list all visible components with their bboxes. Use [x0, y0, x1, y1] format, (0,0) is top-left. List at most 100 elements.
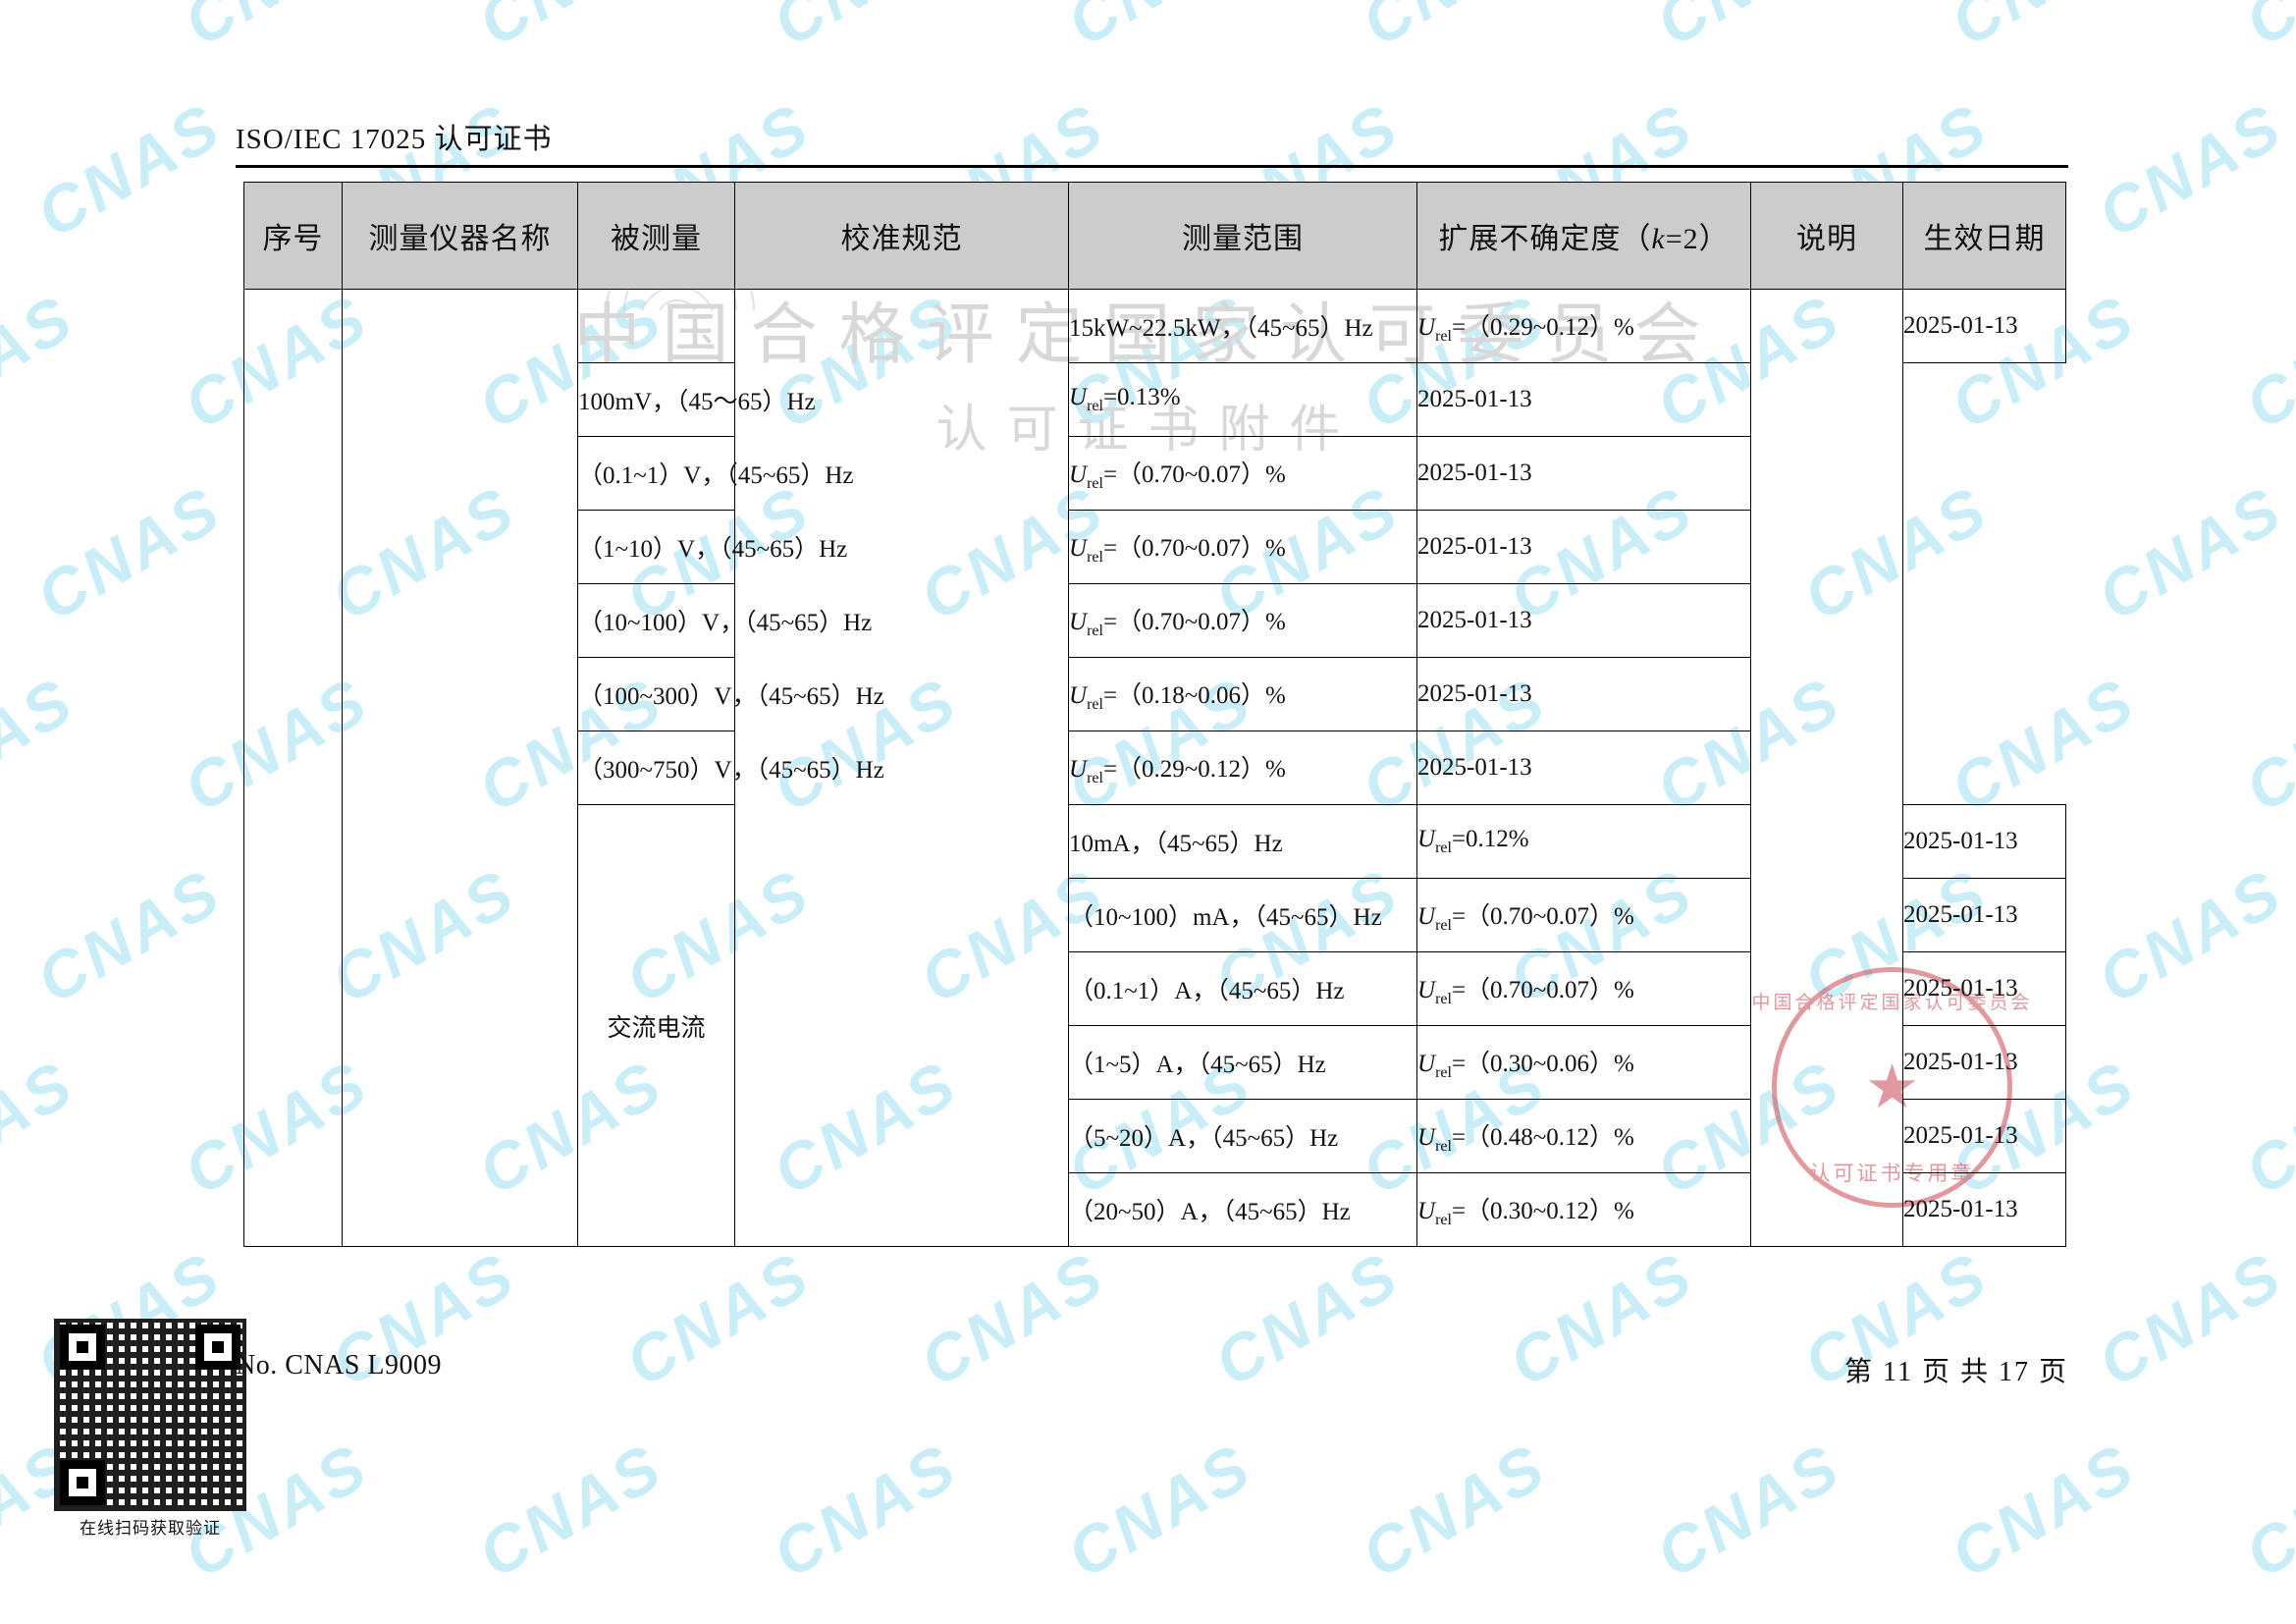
cell-measurement-range: （10~100）V，（45~65）Hz [577, 583, 872, 658]
cell-effective-date: 2025-01-13 [1902, 1025, 2066, 1100]
cell-measurement-range: 10mA，（45~65）Hz [1068, 804, 1417, 879]
uncertainty-label-head: 扩展不确定度（ [1438, 223, 1652, 255]
cell-effective-date: 2025-01-13 [1416, 510, 1751, 584]
cnas-watermark-tile: CNAS [1644, 1429, 1853, 1592]
cnas-watermark-tile: CNAS [2086, 1237, 2295, 1400]
cnas-watermark-tile: CNAS [614, 1237, 823, 1400]
cell-effective-date: 2025-01-13 [1416, 731, 1751, 805]
cell-note [1750, 289, 1903, 1247]
cnas-watermark-tile: CNAS [0, 280, 86, 443]
cnas-watermark-tile: CNAS [25, 471, 234, 634]
cnas-watermark-tile: CNAS [1644, 0, 1854, 61]
cell-measurement-range: 100mV，（45～65）Hz [577, 362, 816, 437]
cell-measurement-range: 15kW~22.5kW，（45~65）Hz [1068, 289, 1417, 363]
cnas-watermark-tile: CNAS [2233, 1046, 2296, 1209]
cnas-watermark-tile: CNAS [0, 0, 86, 61]
page-title: ISO/IEC 17025 认可证书 [236, 124, 553, 155]
cnas-watermark-tile: CNAS [1350, 1429, 1559, 1592]
cnas-watermark-tile: CNAS [1939, 1429, 2148, 1592]
cell-effective-date: 2025-01-13 [1416, 657, 1751, 731]
cell-measurement-range: （1~10）V，（45~65）Hz [577, 510, 847, 584]
cnas-watermark-tile: CNAS [1497, 1237, 1706, 1400]
cnas-watermark-tile: CNAS [0, 663, 86, 826]
cell-uncertainty: Urel=0.12% [1416, 804, 1751, 879]
cell-effective-date: 2025-01-13 [1902, 951, 2066, 1026]
table-row: 交流电流 10mA，（45~65）Hz Urel=0.12% 2025-01-13 [244, 804, 2066, 1247]
cnas-watermark-tile: CNAS [1939, 0, 2149, 61]
table-row: 15kW~22.5kW，（45~65）Hz Urel=（0.29~0.12）% 20… [243, 289, 2066, 1247]
cell-uncertainty: Urel=（0.70~0.07）% [1416, 878, 1751, 952]
cell-effective-date: 2025-01-13 [1902, 1172, 2066, 1247]
cell-measurement-range: （300~750）V，（45~65）Hz [577, 731, 884, 805]
cnas-watermark-tile: CNAS [908, 1237, 1117, 1400]
cnas-watermark-tile: CNAS [172, 0, 382, 61]
document-header: ISO/IEC 17025 认可证书 [236, 116, 2068, 168]
table-header-row: 序号 测量仪器名称 被测量 校准规范 测量范围 扩展不确定度（k=2） 说明 生… [243, 182, 2066, 290]
column-header-range: 测量范围 [1068, 182, 1417, 290]
cnas-watermark-tile: CNAS [25, 854, 234, 1017]
cnas-watermark-tile: CNAS [761, 1429, 970, 1592]
cell-uncertainty: Urel=（0.29~0.12）% [1416, 289, 1751, 363]
column-header-seq: 序号 [243, 182, 343, 290]
cell-measurement-range: （0.1~1）V，（45~65）Hz [577, 436, 854, 511]
cell-effective-date: 2025-01-13 [1902, 1099, 2066, 1173]
cell-uncertainty: Urel=（0.70~0.07）% [1068, 436, 1417, 511]
cnas-watermark-tile: CNAS [2086, 854, 2295, 1017]
cnas-watermark-tile: CNAS [1350, 0, 1560, 61]
cnas-watermark-tile: CNAS [466, 0, 676, 61]
column-header-note: 说明 [1750, 182, 1903, 290]
cnas-watermark-tile: CNAS [2086, 88, 2295, 251]
column-header-date: 生效日期 [1902, 182, 2066, 290]
cell-uncertainty: Urel=（0.48~0.12）% [1416, 1099, 1751, 1173]
table-row: （0.1~1）A，（45~65）Hz Urel=（0.70~0.07）% 2025-… [244, 951, 2066, 1026]
cell-effective-date: 2025-01-13 [1416, 362, 1751, 437]
cell-measurement-range: （0.1~1）A，（45~65）Hz [1068, 951, 1417, 1026]
cell-measurement-range: （1~5）A，（45~65）Hz [1068, 1025, 1417, 1100]
cell-measured-quantity: 交流电流 [577, 804, 735, 1247]
column-header-measured: 被测量 [577, 182, 735, 290]
cell-specification [734, 289, 1069, 1247]
table-body: 15kW~22.5kW，（45~65）Hz Urel=（0.29~0.12）% 20… [243, 289, 2066, 1247]
column-header-uncertainty: 扩展不确定度（k=2） [1416, 182, 1751, 290]
table-row: （5~20）A，（45~65）Hz Urel=（0.48~0.12）% 2025-0… [244, 1099, 2066, 1173]
qr-caption: 在线扫码获取验证 [80, 1519, 221, 1538]
cell-uncertainty: Urel=0.13% [1068, 362, 1417, 437]
cnas-watermark-tile: CNAS [1055, 0, 1265, 61]
uncertainty-label-tail: =2） [1665, 223, 1730, 255]
qr-verification-block[interactable]: 在线扫码获取验证 [54, 1319, 246, 1539]
cell-uncertainty: Urel=（0.70~0.07）% [1416, 951, 1751, 1026]
column-header-specification: 校准规范 [734, 182, 1069, 290]
cell-measurement-range: （10~100）mA，（45~65）Hz [1068, 878, 1417, 952]
cnas-watermark-tile: CNAS [2233, 1429, 2296, 1592]
cell-uncertainty: Urel=（0.29~0.12）% [1068, 731, 1417, 805]
footer-page-number: 第 11 页 共 17 页 [1844, 1357, 2068, 1387]
cell-uncertainty: Urel=（0.30~0.12）% [1416, 1172, 1751, 1247]
cell-measurement-range: （100~300）V，（45~65）Hz [577, 657, 884, 731]
cell-uncertainty: Urel=（0.30~0.06）% [1416, 1025, 1751, 1100]
table-row: （10~100）V，（45~65）Hz Urel=（0.70~0.07）% 2025… [244, 583, 2066, 658]
cnas-watermark-tile: CNAS [0, 1046, 86, 1209]
capability-table: 序号 测量仪器名称 被测量 校准规范 测量范围 扩展不确定度（k=2） 说明 生… [243, 182, 2066, 1247]
cell-effective-date: 2025-01-13 [1416, 436, 1751, 511]
cnas-watermark-tile: CNAS [466, 1429, 675, 1592]
column-header-instrument: 测量仪器名称 [342, 182, 578, 290]
cnas-watermark-tile: CNAS [2233, 663, 2296, 826]
cell-uncertainty: Urel=（0.70~0.07）% [1068, 510, 1417, 584]
table-row: （100~300）V，（45~65）Hz Urel=（0.18~0.06）% 202… [244, 657, 2066, 731]
cnas-watermark-tile: CNAS [1055, 1429, 1264, 1592]
table-row: （10~100）mA，（45~65）Hz Urel=（0.70~0.07）% 202… [244, 878, 2066, 952]
cell-measured-blank [577, 289, 735, 363]
cell-effective-date: 2025-01-13 [1902, 289, 2066, 363]
cell-instrument [342, 289, 578, 1247]
cnas-watermark-tile: CNAS [25, 88, 234, 251]
cell-measurement-range: （20~50）A，（45~65）Hz [1068, 1172, 1417, 1247]
cnas-watermark-tile: CNAS [1202, 1237, 1412, 1400]
header-divider [236, 165, 2068, 168]
cell-effective-date: 2025-01-13 [1902, 804, 2066, 879]
cnas-watermark-tile: CNAS [761, 0, 971, 61]
qr-code-image[interactable] [54, 1319, 246, 1511]
cell-uncertainty: Urel=（0.18~0.06）% [1068, 657, 1417, 731]
table-row: （300~750）V，（45~65）Hz Urel=（0.29~0.12）% 202… [244, 731, 2066, 805]
cell-uncertainty: Urel=（0.70~0.07）% [1068, 583, 1417, 658]
footer-certificate-number: No. CNAS L9009 [236, 1350, 443, 1380]
